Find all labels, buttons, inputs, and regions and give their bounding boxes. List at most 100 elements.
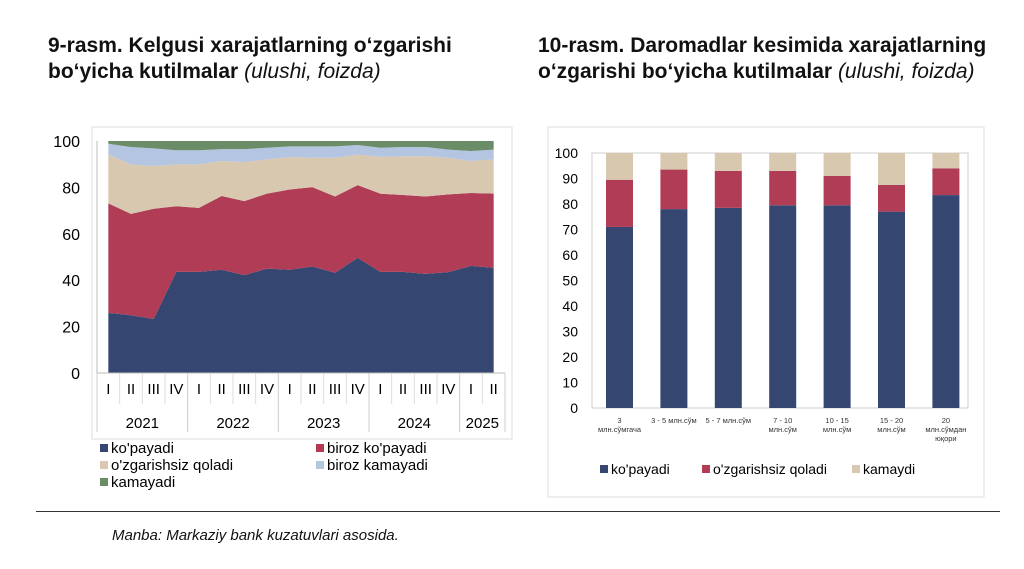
x-tick-label-quarter: I — [469, 381, 473, 398]
legend-swatch — [316, 444, 324, 452]
bar-segment-0 — [823, 205, 851, 408]
legend-label: o'zgarishsiz qoladi — [111, 457, 233, 474]
x-tick-label: юқори — [935, 434, 956, 443]
figure-10-title-text: 10-rasm. Daromadlar kesimida xarajatlarn… — [538, 34, 987, 83]
x-tick-label-year: 2024 — [398, 415, 431, 432]
bar-segment-1 — [660, 169, 688, 210]
x-tick-label-quarter: I — [378, 381, 382, 398]
area-series-4 — [108, 141, 494, 151]
y-tick-label: 100 — [53, 134, 80, 151]
y-tick-label: 70 — [562, 222, 578, 238]
bar-segment-0 — [769, 205, 797, 408]
x-tick-label-quarter: IV — [441, 381, 455, 398]
figure-10-title: 10-rasm. Daromadlar kesimida xarajatlarn… — [538, 33, 988, 85]
legend-swatch — [702, 465, 710, 473]
x-tick-label-quarter: II — [217, 381, 225, 398]
area-series-2 — [108, 154, 494, 214]
bar-segment-1 — [606, 179, 633, 227]
x-tick-label-quarter: IV — [169, 381, 183, 398]
area-series-0 — [108, 257, 494, 373]
figure-9-title-text: 9-rasm. Kelgusi xarajatlarning o‘zgarish… — [48, 34, 452, 83]
bar-segment-2 — [660, 153, 688, 170]
y-tick-label: 50 — [562, 273, 578, 289]
x-tick-label: 3 - 5 млн.сўм — [651, 416, 697, 425]
x-tick-label-quarter: II — [399, 381, 407, 398]
figure-9-title: 9-rasm. Kelgusi xarajatlarning o‘zgarish… — [48, 33, 498, 85]
y-tick-label: 0 — [71, 366, 80, 383]
x-tick-label-quarter: I — [106, 381, 110, 398]
x-tick-label: млн.сўмгача — [598, 425, 642, 434]
y-tick-label: 60 — [562, 247, 578, 263]
x-tick-label: млн.сўм — [877, 425, 905, 434]
bar-segment-0 — [660, 209, 688, 408]
bar-segment-2 — [932, 153, 960, 169]
legend-label: o'zgarishsiz qoladi — [713, 461, 827, 477]
legend-swatch — [100, 444, 108, 452]
bar-segment-2 — [878, 153, 905, 185]
x-tick-label: млн.сўм — [823, 425, 851, 434]
bar-segment-1 — [823, 175, 851, 206]
footer-divider — [36, 511, 1000, 512]
bar-segment-0 — [878, 211, 905, 408]
chart-10-frame — [547, 126, 985, 498]
y-tick-label: 80 — [562, 196, 578, 212]
figure-9-title-unit: (ulushi, foizda) — [244, 60, 381, 83]
x-tick-label: 7 - 10 — [773, 416, 792, 425]
y-tick-label: 20 — [62, 320, 80, 337]
legend-swatch — [100, 461, 108, 469]
x-tick-label: 15 - 20 — [880, 416, 903, 425]
area-series-3 — [108, 143, 494, 167]
bar-segment-1 — [769, 170, 797, 206]
y-tick-label: 30 — [562, 324, 578, 340]
source-note: Manba: Markaziy bank kuzatuvlari asosida… — [112, 527, 399, 544]
y-tick-label: 60 — [62, 227, 80, 244]
y-tick-label: 40 — [562, 298, 578, 314]
x-tick-label-quarter: III — [419, 381, 432, 398]
y-tick-label: 90 — [562, 171, 578, 187]
bar-segment-2 — [714, 153, 742, 171]
legend-swatch — [852, 465, 860, 473]
x-tick-label-quarter: III — [147, 381, 160, 398]
bar-segment-1 — [714, 170, 742, 208]
x-tick-label: млн.сўм — [768, 425, 796, 434]
legend-label: biroz ko'payadi — [327, 440, 427, 457]
y-tick-label: 80 — [62, 180, 80, 197]
x-tick-label-quarter: IV — [351, 381, 365, 398]
x-tick-label-quarter: II — [127, 381, 135, 398]
x-tick-label-year: 2025 — [466, 415, 499, 432]
x-tick-label-quarter: I — [288, 381, 292, 398]
x-tick-label: 10 - 15 — [825, 416, 848, 425]
area-series-1 — [108, 185, 494, 319]
legend-swatch — [316, 461, 324, 469]
bar-segment-1 — [932, 168, 960, 196]
x-tick-label-year: 2023 — [307, 415, 340, 432]
legend-label: ko'payadi — [111, 440, 174, 457]
bar-segment-0 — [932, 195, 960, 408]
x-tick-label-quarter: II — [489, 381, 497, 398]
y-tick-label: 0 — [570, 400, 578, 416]
bar-segment-0 — [606, 226, 633, 408]
y-tick-label: 100 — [555, 145, 579, 161]
bar-segment-1 — [878, 184, 905, 212]
legend-swatch — [600, 465, 608, 473]
y-tick-label: 20 — [562, 349, 578, 365]
x-tick-label-quarter: I — [197, 381, 201, 398]
y-tick-label: 10 — [562, 375, 578, 391]
x-tick-label: млн.сўмдан — [925, 425, 966, 434]
legend-label: ko'payadi — [611, 461, 670, 477]
x-tick-label-quarter: II — [308, 381, 316, 398]
legend-label: biroz kamayadi — [327, 457, 428, 474]
bar-segment-2 — [823, 153, 851, 176]
x-tick-label-year: 2021 — [126, 415, 159, 432]
x-tick-label: 20 — [942, 416, 950, 425]
chart-9-frame — [91, 126, 513, 440]
x-tick-label-year: 2022 — [216, 415, 249, 432]
bar-segment-2 — [606, 153, 633, 180]
y-tick-label: 40 — [62, 273, 80, 290]
bar-segment-0 — [714, 207, 742, 408]
bar-segment-2 — [769, 153, 797, 171]
x-tick-label: 3 — [617, 416, 621, 425]
x-tick-label-quarter: III — [329, 381, 342, 398]
x-tick-label: 5 - 7 млн.сўм — [706, 416, 752, 425]
